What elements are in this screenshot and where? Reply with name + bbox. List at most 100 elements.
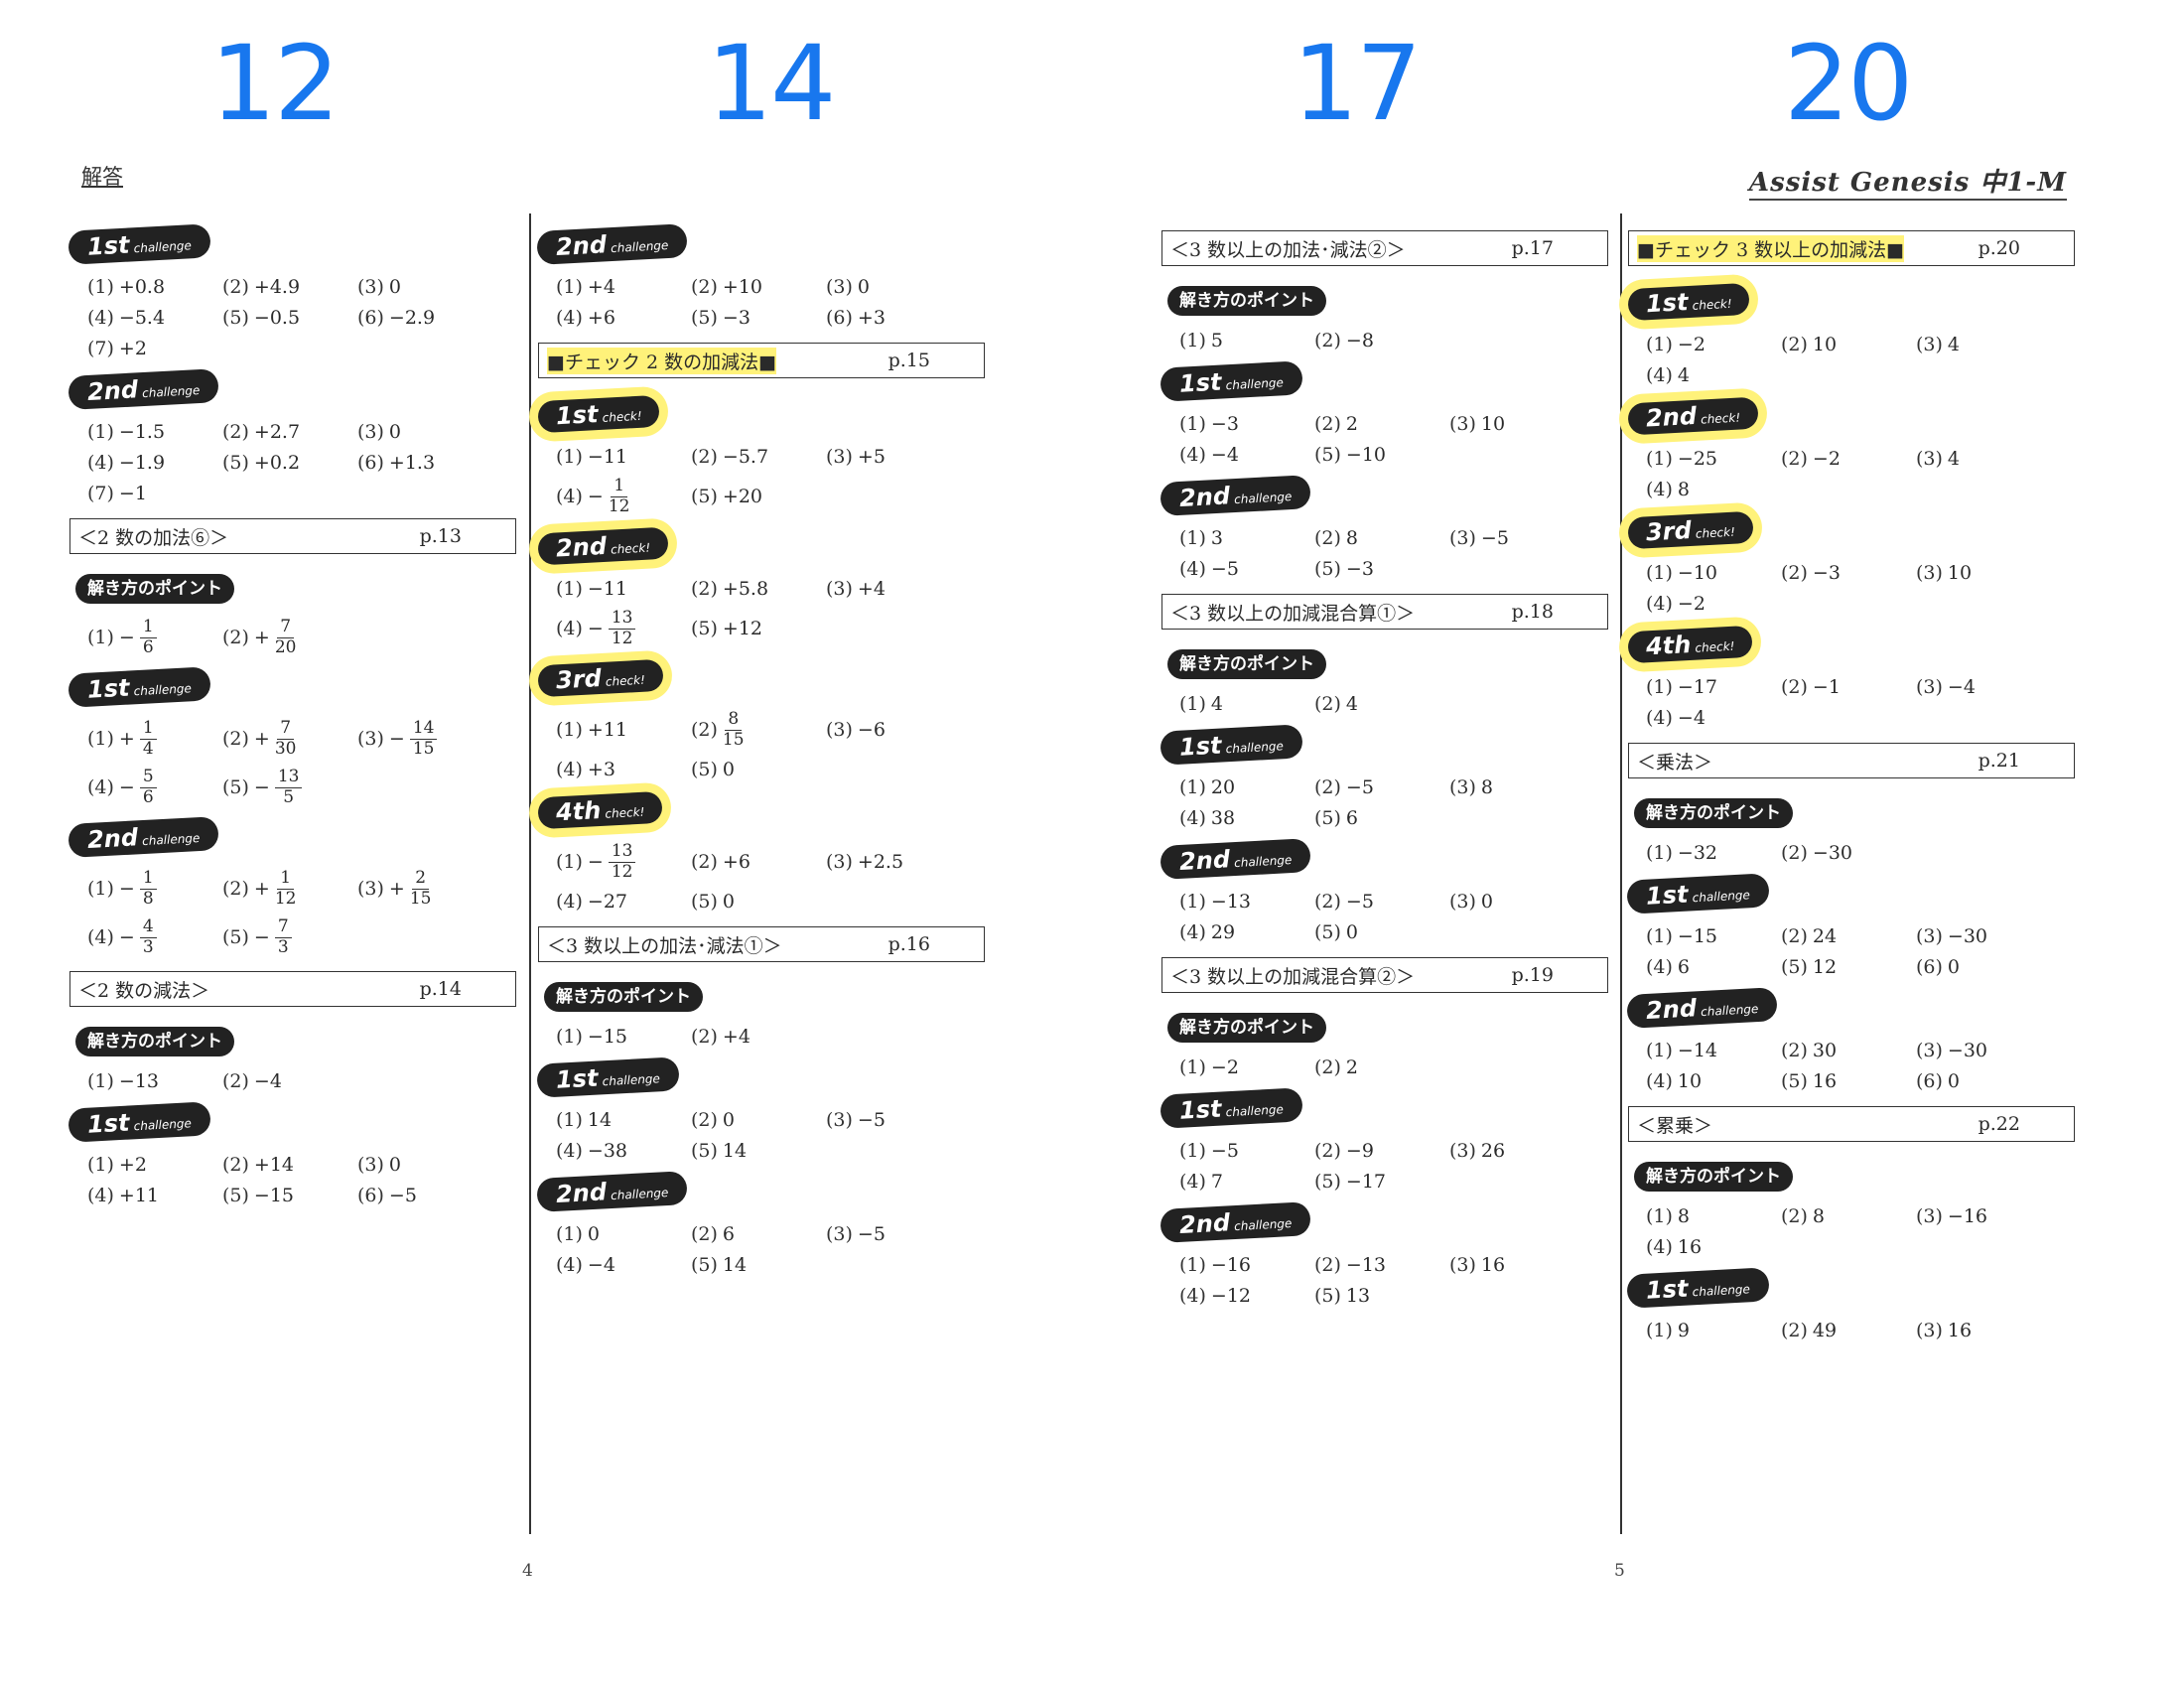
section-title: ＜累乗＞ (1637, 1114, 1713, 1137)
answer-value: +6 (587, 307, 615, 329)
badge-main: 1st (1178, 731, 1223, 762)
fraction: 8 15 (723, 710, 745, 750)
answer-number: (1) (1646, 1320, 1673, 1341)
badge-row: 4th check! (1627, 621, 2075, 672)
fraction-numerator: 2 (412, 869, 430, 890)
badge-main: 1st (555, 1063, 600, 1095)
answer-value: +5.8 (722, 578, 769, 601)
answer-item: (1) −5 (1179, 1140, 1314, 1162)
answer-item: (6) +3 (826, 307, 961, 329)
answer-value: −3 (722, 307, 751, 329)
fraction-denominator: 6 (142, 636, 154, 657)
badge-row: 1st challenge (1160, 721, 1608, 773)
answer-value: 6 (1345, 807, 1359, 829)
answer-sign: + (253, 878, 270, 901)
answer-number: (5) (691, 618, 718, 640)
badge-main: 2nd (1178, 482, 1231, 512)
answer-value: −16 (1210, 1254, 1252, 1276)
answer-value: 0 (1947, 1070, 1961, 1092)
answer-item: (3) 4 (1916, 448, 2051, 470)
answer-grid: (1) 0 (2) 6 (3) −5 (4) −4 (5) 14 (556, 1223, 985, 1276)
answer-item: (2) +4 (691, 1026, 826, 1048)
answer-value: −5 (1345, 891, 1374, 913)
answer-number: (1) (87, 728, 114, 751)
answer-number: (2) (1314, 1056, 1341, 1078)
answer-value: 4 (1210, 693, 1224, 715)
answer-value: 0 (1947, 956, 1961, 978)
answer-number: (3) (1916, 1320, 1943, 1341)
badge-main: 3rd (1645, 515, 1693, 547)
answer-item: (1) 5 (1179, 330, 1314, 352)
answer-column-4: ■チェック 3 数以上の加減法■ p.20 1st check! (1) −2 (2) 10(… (1627, 216, 2075, 1347)
answer-grid: (1) −25 (2) −2 (3) 4 (4) 8 (1646, 448, 2075, 500)
answer-value: −0.5 (253, 307, 301, 329)
answer-item: (3) 16 (1449, 1254, 1584, 1276)
answer-item: (6) 0 (1916, 1070, 2051, 1092)
badge-row: 2nd challenge (1627, 984, 2075, 1036)
badge-row: 2nd challenge (537, 1168, 985, 1219)
answer-number: (4) (1646, 364, 1673, 386)
answer-item: (5) 16 (1781, 1070, 1916, 1092)
answer-grid: (1) +4 (2) +10 (3) 0 (4) +6 (5) −3 (6) +3 (556, 276, 985, 329)
answer-number: (1) (1179, 1254, 1206, 1276)
answer-value: +14 (253, 1154, 295, 1177)
answer-number: (4) (556, 486, 583, 508)
answer-number: (5) (1781, 956, 1808, 978)
section-header: ■チェック 3 数以上の加減法■ p.20 (1628, 230, 2075, 266)
section-header: ＜乗法＞ p.21 (1628, 743, 2075, 778)
answer-grid: (1) 9 (2) 49 (3) 16 (1646, 1320, 2075, 1341)
answer-value: −1 (1812, 676, 1841, 698)
answer-value: −12 (1210, 1285, 1252, 1307)
badge-row: 4th check! (537, 786, 985, 838)
answer-value: 8 (1345, 527, 1359, 549)
section-title: ■チェック 3 数以上の加減法■ (1637, 234, 1905, 262)
answer-value: −13 (118, 1070, 160, 1093)
answer-number: (2) (1314, 776, 1341, 798)
answer-value: 6 (1677, 956, 1691, 978)
answer-number: (1) (556, 1026, 583, 1049)
answer-value: 8 (1677, 479, 1691, 500)
column-divider-left (529, 213, 531, 1534)
badge-row: 3rd check! (537, 654, 985, 706)
answer-number: (1) (556, 1109, 583, 1132)
answer-number: (2) (222, 276, 249, 298)
answer-grid: (1) −15 (2) +4 (556, 1026, 985, 1048)
answer-number: (1) (1179, 1140, 1206, 1162)
answer-item: (2) 0 (691, 1109, 826, 1131)
answer-number: (5) (1314, 1285, 1341, 1307)
answer-value: 4 (1345, 693, 1359, 715)
answer-value: +10 (722, 276, 763, 298)
answer-number: (3) (357, 421, 384, 443)
answer-item: (2) 2 (1314, 1056, 1449, 1078)
section-title: ＜3 数以上の加減混合算②＞ (1170, 965, 1416, 988)
answer-number: (6) (1916, 1070, 1943, 1092)
answer-sign: − (587, 618, 604, 640)
answer-item: (3) −4 (1916, 676, 2051, 698)
answer-sign: − (253, 776, 270, 799)
answer-number: (4) (1646, 593, 1673, 615)
answer-number: (2) (222, 728, 249, 751)
answer-item: (4) 16 (1646, 1236, 1781, 1258)
answer-number: (3) (357, 276, 384, 298)
solution-point-badge: 解き方のポイント (1634, 798, 1793, 828)
fraction-denominator: 4 (142, 738, 154, 759)
answer-item: (5) 6 (1314, 807, 1449, 829)
fraction-denominator: 12 (611, 628, 633, 648)
answer-value: −5 (1210, 1140, 1239, 1162)
solution-point-badge: 解き方のポイント (1634, 1162, 1793, 1192)
answer-grid: (1) −1 6 (2) +7 20 (87, 617, 516, 657)
answer-value: −13 (1345, 1254, 1387, 1276)
answer-sign: − (118, 627, 135, 649)
answer-value: −2 (1677, 334, 1706, 355)
answer-number: (6) (357, 307, 384, 329)
fraction-numerator: 8 (725, 710, 743, 731)
fraction-numerator: 7 (277, 719, 295, 740)
answer-number: (2) (1781, 1320, 1808, 1341)
answer-item: (2) −13 (1314, 1254, 1449, 1276)
answer-number: (3) (826, 719, 853, 742)
answer-number: (1) (1179, 891, 1206, 913)
answer-value: −4 (1210, 444, 1239, 466)
fraction: 13 12 (608, 609, 636, 648)
answer-value: −1.9 (118, 452, 166, 474)
